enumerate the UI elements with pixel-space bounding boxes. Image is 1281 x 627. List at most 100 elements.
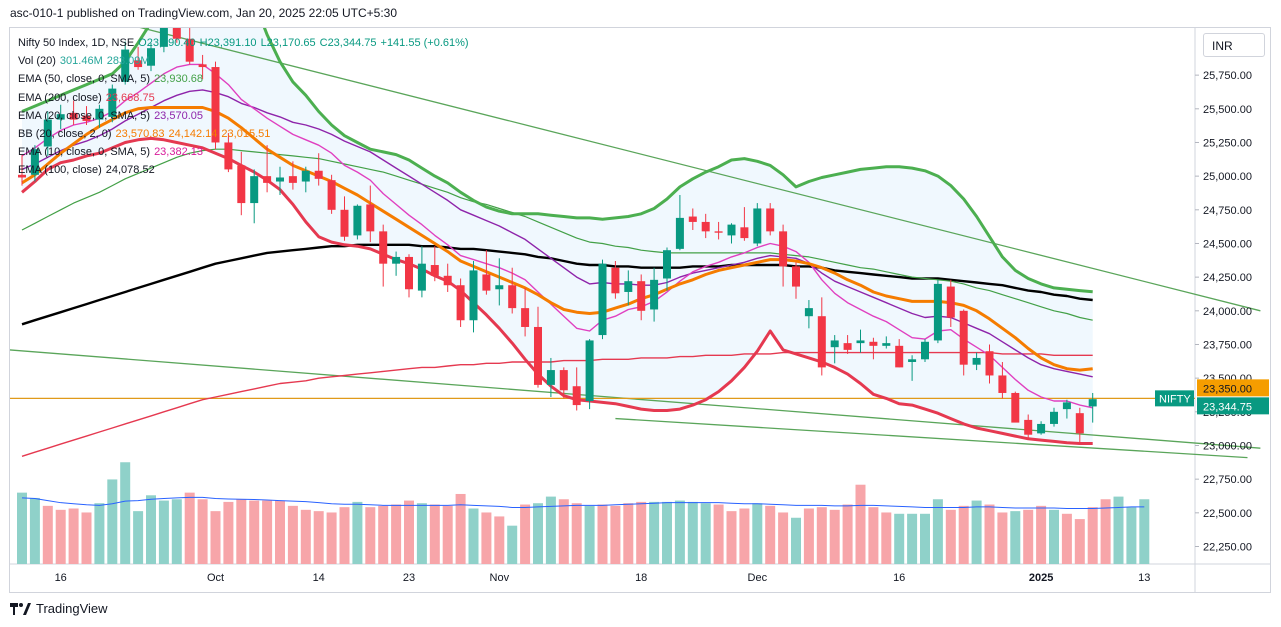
candle-body xyxy=(1024,419,1033,435)
candle-body xyxy=(56,114,65,120)
ema50-line xyxy=(21,148,1093,321)
price-tick-label: 24,750.00 xyxy=(1203,205,1252,217)
legend-value: 23,015.51 xyxy=(221,128,271,141)
price-tick-label: 24,250.00 xyxy=(1203,272,1252,284)
volume-bar xyxy=(958,505,969,564)
candle-body xyxy=(263,176,272,183)
candle-body xyxy=(69,112,78,120)
legend-value: 283.09M xyxy=(106,55,150,68)
candle-body xyxy=(753,208,762,244)
legend-value: 23,930.68 xyxy=(154,73,203,86)
volume-bar xyxy=(171,499,182,564)
legend-row: EMA (10, close, 0, SMA, 5) 23,382.13 xyxy=(18,143,469,161)
price-tick-label: 23,000.00 xyxy=(1203,440,1252,452)
bollinger-lower-line xyxy=(21,136,1093,445)
ema20-line xyxy=(21,89,1093,378)
candle-body xyxy=(701,221,710,232)
candle-body xyxy=(198,64,207,68)
volume-bar xyxy=(649,501,660,564)
candle-body xyxy=(740,227,749,239)
volume-bar xyxy=(120,462,131,564)
candle-body xyxy=(817,316,826,368)
candle-body xyxy=(392,256,401,264)
candle-body xyxy=(688,216,697,222)
legend-row: BB (20, close, 2, 0) 23,570.83 24,142.14 23… xyxy=(18,125,469,143)
volume-bar xyxy=(932,499,943,564)
candle-body xyxy=(288,176,297,183)
volume-bar xyxy=(42,505,53,564)
currency-button[interactable]: INR xyxy=(1203,33,1265,57)
legend-value: 24,142.14 xyxy=(168,128,218,141)
tradingview-brand[interactable]: TradingView xyxy=(10,601,108,616)
price-tick-label: 25,250.00 xyxy=(1203,137,1252,149)
volume-bar xyxy=(752,503,763,564)
price-tick-label: 22,250.00 xyxy=(1203,541,1252,553)
volume-bar xyxy=(1126,507,1137,564)
volume-bar xyxy=(223,501,234,564)
volume-bar xyxy=(442,505,453,564)
candle-body xyxy=(314,170,323,179)
volume-bar xyxy=(713,504,724,564)
volume-bar xyxy=(636,501,647,564)
price-chart[interactable]: 22,250.0022,500.0022,750.0023,000.0023,2… xyxy=(10,28,1270,592)
trend-line xyxy=(139,28,1261,312)
volume-bar xyxy=(210,511,221,564)
candle-body xyxy=(856,340,865,344)
ema100-line xyxy=(21,243,1093,326)
time-tick-label: 18 xyxy=(635,572,647,584)
volume-bar xyxy=(468,508,479,564)
candle-body xyxy=(108,88,117,117)
volume-bar xyxy=(945,509,956,564)
volume-bar xyxy=(674,500,685,564)
legend-value: 23,668.75 xyxy=(105,91,155,104)
candle-body xyxy=(985,351,994,376)
volume-bar xyxy=(984,504,995,564)
volume-bar xyxy=(816,507,827,564)
legend-value: L23,170.65 xyxy=(260,37,316,49)
candle-body xyxy=(211,67,220,143)
volume-bar xyxy=(1010,511,1021,564)
legend-value: 23,570.83 xyxy=(115,128,165,141)
volume-bar xyxy=(352,501,363,564)
candle-body xyxy=(250,176,259,204)
legend-value: 301.46M xyxy=(59,55,103,68)
volume-bar xyxy=(1139,499,1150,564)
publish-header: asc-010-1 published on TradingView.com, … xyxy=(10,6,398,20)
volume-bar xyxy=(920,513,930,564)
volume-bar xyxy=(1049,509,1059,564)
legend-value: +141.55 (+0.61%) xyxy=(380,37,469,49)
candle-body xyxy=(727,224,736,236)
volume-bar xyxy=(107,479,118,564)
candle-body xyxy=(998,375,1007,393)
candle-body xyxy=(1088,399,1097,407)
volume-bar xyxy=(520,504,531,564)
candle-body xyxy=(1011,392,1020,423)
candle-body xyxy=(301,170,310,182)
candle-body xyxy=(830,340,839,348)
candle-body xyxy=(585,340,594,402)
volume-bar xyxy=(158,500,169,564)
candle-body xyxy=(611,267,620,294)
volume-bar xyxy=(378,505,389,564)
candle-body xyxy=(18,174,26,178)
volume-bar xyxy=(236,499,247,564)
candle-body xyxy=(637,281,646,311)
candle-body xyxy=(1062,402,1071,410)
volume-bar xyxy=(662,501,672,564)
candle-body xyxy=(559,370,568,391)
candle-body xyxy=(495,285,504,290)
volume-bar xyxy=(623,503,634,564)
candle-body xyxy=(663,250,671,279)
brand-label: TradingView xyxy=(36,601,108,616)
time-tick-label: Oct xyxy=(207,572,224,584)
volume-bar xyxy=(262,500,273,564)
volume-bar xyxy=(881,512,892,564)
volume-layer xyxy=(17,462,1150,564)
price-tick-label: 24,000.00 xyxy=(1203,306,1252,318)
candle-body xyxy=(1075,413,1084,434)
candle-body xyxy=(340,209,349,237)
candle-body xyxy=(546,370,555,385)
volume-bar xyxy=(507,525,518,564)
level-price-label: 23,350.00 xyxy=(1203,383,1252,395)
time-tick-label: 16 xyxy=(893,572,905,584)
